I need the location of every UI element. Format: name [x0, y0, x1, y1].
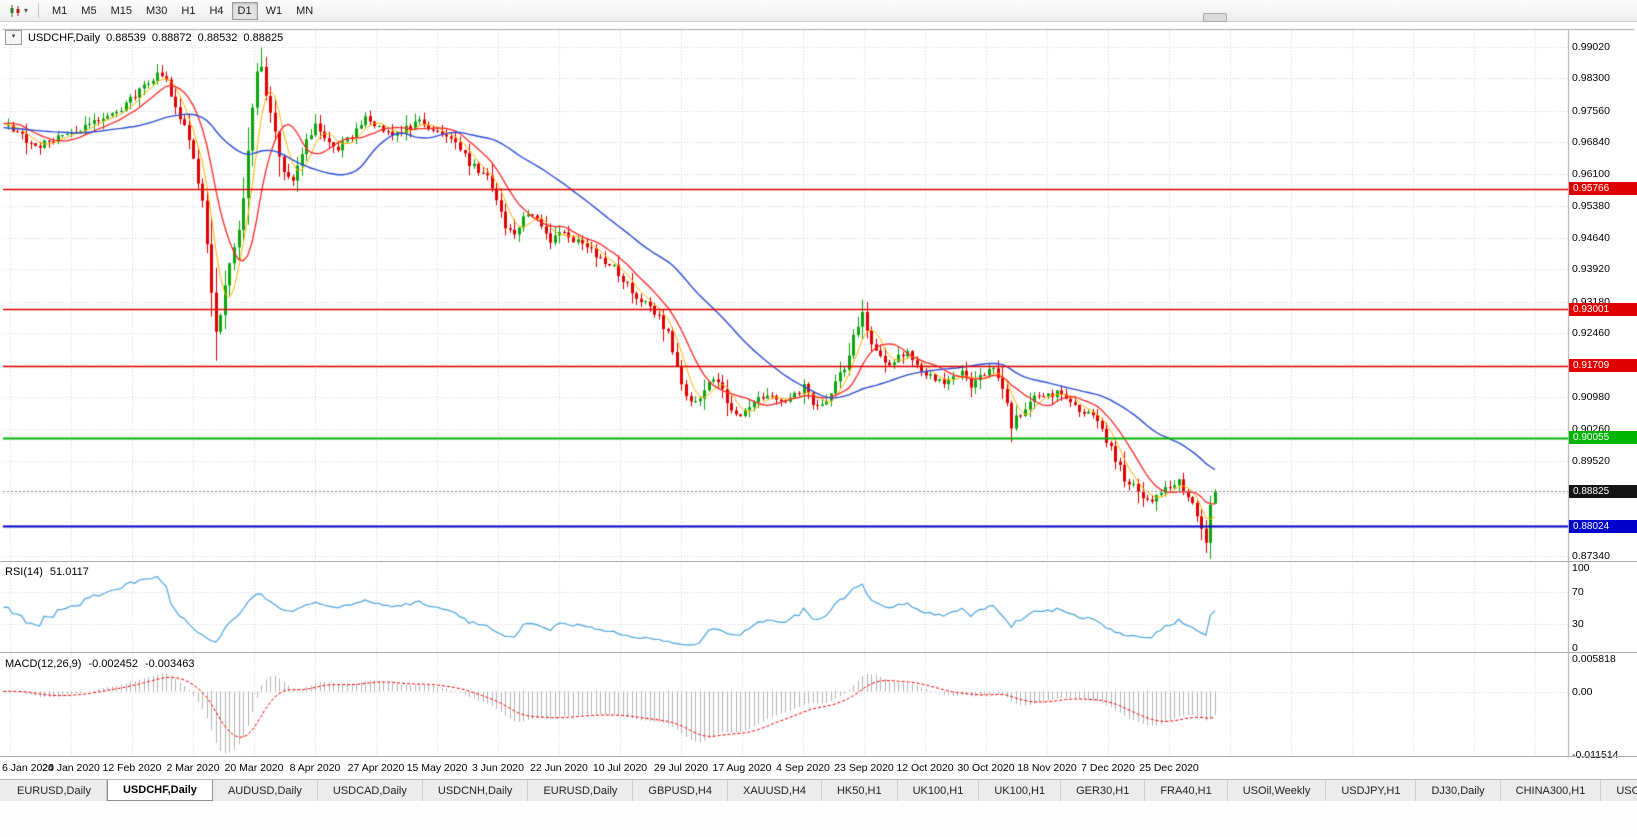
- macd-signal-value: -0.003463: [144, 658, 195, 670]
- chart-tab[interactable]: GBPUSD,H4: [633, 780, 728, 801]
- chart-tab[interactable]: DJ30,Daily: [1416, 780, 1501, 801]
- chart-caption: ▾ USDCHF,Daily 0.88539 0.88872 0.88532 0…: [5, 30, 283, 45]
- chart-tab[interactable]: UK100,H1: [979, 780, 1062, 801]
- chart-tab[interactable]: USDCHF,Daily: [106, 780, 213, 801]
- timeframe-w1-button[interactable]: W1: [260, 2, 289, 20]
- pane-separator[interactable]: [0, 756, 1637, 757]
- chart-tab[interactable]: USDCAD,Daily: [318, 780, 423, 801]
- toolbar: ▾ M1 M5 M15 M30 H1 H4 D1 W1 MN: [0, 0, 1637, 22]
- chart-tabs-bar: EURUSD,Daily USDCHF,Daily AUDUSD,Daily U…: [0, 779, 1637, 801]
- chart-tab[interactable]: HK50,H1: [822, 780, 898, 801]
- pane-separator[interactable]: [0, 652, 1637, 653]
- open-value: 0.88539: [106, 31, 146, 44]
- chart-tab[interactable]: FRA40,H1: [1145, 780, 1228, 801]
- timeframe-h1-button[interactable]: H1: [175, 2, 201, 20]
- timeframe-m5-button[interactable]: M5: [75, 2, 102, 20]
- chart-tab[interactable]: CHINA300,H1: [1501, 780, 1602, 801]
- chart-tab[interactable]: USDJPY,H1: [1326, 780, 1417, 801]
- timeframe-m15-button[interactable]: M15: [105, 2, 138, 20]
- price-chart-canvas[interactable]: [0, 28, 1637, 778]
- symbol-period-label: USDCHF,Daily: [28, 31, 101, 44]
- chart-tab[interactable]: AUDUSD,Daily: [213, 780, 318, 801]
- high-value: 0.88872: [151, 31, 192, 44]
- chart-tab[interactable]: USDCNH,Daily: [423, 780, 529, 801]
- chart-tab[interactable]: EURUSD,Daily: [2, 780, 107, 801]
- rsi-indicator-label: RSI(14) 51.0117: [5, 566, 89, 578]
- one-click-trading-button[interactable]: ▾: [5, 30, 22, 45]
- low-value: 0.88532: [197, 31, 238, 44]
- candlestick-chart-icon: [10, 4, 20, 17]
- chart-tab[interactable]: USOil,Weekly: [1228, 780, 1327, 801]
- chart-tab[interactable]: UK100,H1: [898, 780, 980, 801]
- timeframe-h4-button[interactable]: H4: [203, 2, 229, 20]
- close-value: 0.88825: [243, 31, 284, 44]
- status-strip: [0, 801, 1637, 837]
- chart-scrollbar-thumb[interactable]: [1203, 13, 1227, 22]
- timeframe-mn-button[interactable]: MN: [290, 2, 319, 20]
- timeframe-d1-button[interactable]: D1: [231, 1, 258, 20]
- rsi-name: RSI(14): [5, 566, 43, 578]
- chart-tab[interactable]: USOil,H1: [1601, 780, 1637, 801]
- chart-tab[interactable]: XAUUSD,H4: [728, 780, 822, 801]
- toolbar-separator: [38, 3, 40, 18]
- chart-tab[interactable]: GER30,H1: [1061, 780, 1146, 801]
- macd-indicator-label: MACD(12,26,9) -0.002452 -0.003463: [5, 658, 195, 670]
- macd-name: MACD(12,26,9): [5, 658, 82, 670]
- chart-type-button[interactable]: ▾: [4, 2, 32, 20]
- rsi-value: 51.0117: [49, 566, 89, 578]
- chart-window: ▾ USDCHF,Daily 0.88539 0.88872 0.88532 0…: [0, 23, 1637, 779]
- timeframe-m1-button[interactable]: M1: [46, 2, 73, 20]
- timeframe-m30-button[interactable]: M30: [140, 2, 173, 20]
- pane-separator[interactable]: [0, 561, 1637, 562]
- chart-tab[interactable]: EURUSD,Daily: [528, 780, 634, 801]
- chevron-down-icon: ▾: [24, 5, 29, 15]
- macd-main-value: -0.002452: [88, 658, 138, 670]
